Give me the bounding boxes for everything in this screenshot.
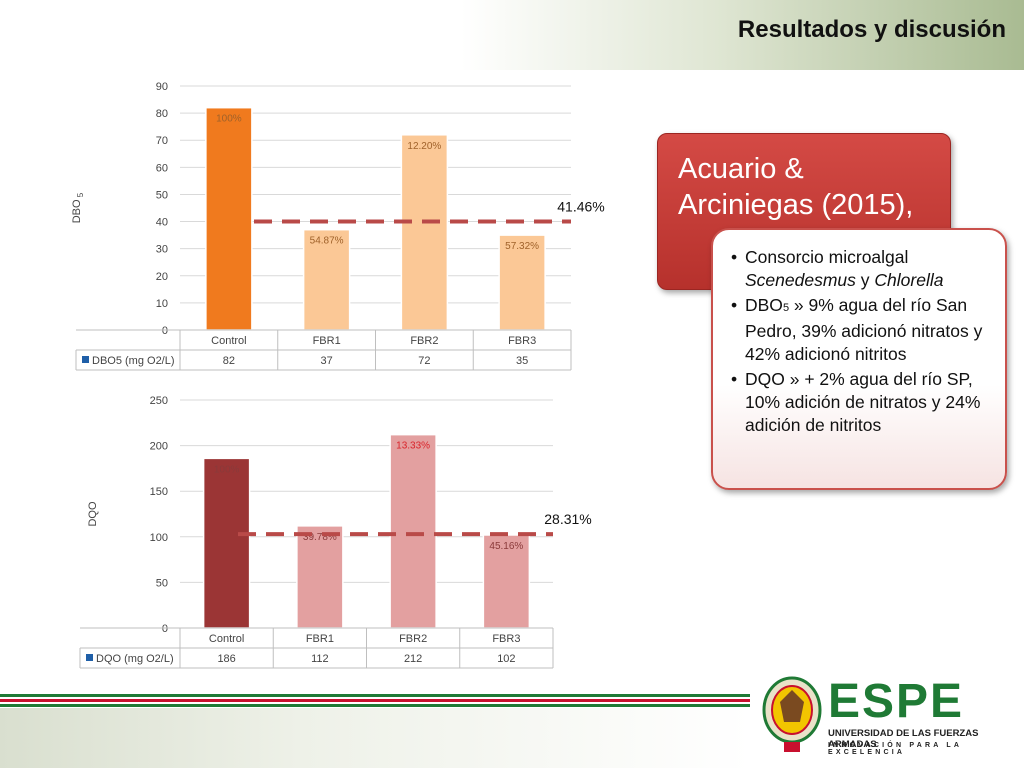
bullet-marker: • [731, 295, 738, 315]
y-tick-label: 250 [150, 395, 168, 407]
bullet-text: » 9% agua del río San Pedro, 39% adicion… [745, 295, 983, 364]
logo-tagline: INNOVACIÓN PARA LA EXCELENCIA [828, 742, 962, 756]
y-tick-label: 90 [156, 81, 168, 93]
bar [400, 134, 449, 331]
footer-band [0, 708, 750, 768]
bullet-text: DQO » + 2% agua del río SP, 10% adición … [745, 369, 981, 435]
y-axis-label: DBO 5 [71, 192, 85, 223]
bullet-dqo: • DQO » + 2% agua del río SP, 10% adició… [731, 368, 993, 437]
bar-label: 39.78% [303, 532, 337, 543]
category-label: Control [211, 335, 246, 347]
y-tick-label: 70 [156, 135, 168, 147]
bullet-marker: • [731, 369, 738, 389]
bullet-consortium: • Consorcio microalgal Scenedesmus y Chl… [731, 246, 993, 292]
bar [482, 534, 531, 629]
slide-title: Resultados y discusión [737, 16, 1006, 43]
callout-title: Acuario & Arciniegas (2015), [678, 151, 913, 223]
legend-label: DBO5 (mg O2/L) [92, 355, 175, 367]
category-label: FBR2 [410, 335, 438, 347]
bar-label: 54.87% [310, 236, 344, 247]
category-label: FBR3 [508, 335, 536, 347]
findings-box: • Consorcio microalgal Scenedesmus y Chl… [711, 228, 1007, 490]
university-crest-icon [762, 676, 822, 752]
bullet-dbo5: • DBO5 » 9% agua del río San Pedro, 39% … [731, 294, 993, 366]
callout-title-line2: Arciniegas (2015), [678, 189, 914, 221]
bullet-text: Consorcio microalgal [745, 247, 909, 267]
bar [389, 433, 437, 629]
y-tick-label: 0 [162, 623, 168, 635]
subscript: 5 [782, 302, 790, 314]
table-value: 35 [516, 355, 528, 367]
category-label: FBR3 [492, 633, 520, 645]
y-tick-label: 50 [156, 189, 168, 201]
legend-swatch [86, 654, 93, 661]
bar-label: 100% [216, 114, 242, 125]
legend-swatch [82, 356, 89, 363]
category-label: FBR2 [399, 633, 427, 645]
category-label: FBR1 [306, 633, 334, 645]
reference-line-label: 41.46% [557, 199, 604, 215]
bar-label: 100% [214, 464, 240, 475]
y-tick-label: 10 [156, 298, 168, 310]
y-tick-label: 80 [156, 108, 168, 120]
bar [302, 228, 351, 331]
bar [202, 457, 251, 629]
y-tick-label: 20 [156, 271, 168, 283]
table-value: 112 [311, 653, 329, 665]
bullet-text: y [855, 270, 875, 290]
espe-logo: ESPE UNIVERSIDAD DE LAS FUERZAS ARMADAS … [760, 672, 1020, 762]
legend-label: DQO (mg O2/L) [96, 653, 174, 665]
flag-stripes [0, 694, 750, 708]
logo-subtitle: UNIVERSIDAD DE LAS FUERZAS ARMADAS [828, 728, 979, 750]
y-tick-label: 0 [162, 325, 168, 337]
y-tick-label: 30 [156, 244, 168, 256]
table-value: 212 [404, 653, 422, 665]
table-value: 102 [497, 653, 515, 665]
bar [296, 525, 344, 629]
y-tick-label: 60 [156, 162, 168, 174]
species-name: Chlorella [874, 270, 944, 290]
bullet-text: DBO [745, 295, 783, 315]
category-label: FBR1 [313, 335, 341, 347]
category-label: Control [209, 633, 244, 645]
bar-label: 13.33% [396, 441, 430, 452]
y-axis-label: DQO [87, 501, 99, 527]
espe-wordmark: ESPE [828, 675, 965, 728]
table-value: 37 [321, 355, 333, 367]
y-tick-label: 40 [156, 217, 168, 229]
table-value: 72 [418, 355, 430, 367]
bar-label: 45.16% [489, 541, 523, 552]
bar-label: 57.32% [505, 241, 539, 252]
reference-line-label: 28.31% [544, 511, 591, 527]
callout-title-line1: Acuario & [678, 153, 804, 185]
table-value: 186 [217, 653, 235, 665]
species-name: Scenedesmus [745, 270, 856, 290]
bar [498, 234, 546, 331]
y-tick-label: 150 [150, 486, 168, 498]
y-tick-label: 50 [156, 577, 168, 589]
bullet-marker: • [731, 247, 738, 267]
table-value: 82 [223, 355, 235, 367]
y-tick-label: 200 [150, 441, 168, 453]
y-tick-label: 100 [150, 532, 168, 544]
bar-label: 12.20% [407, 141, 441, 152]
header-band [0, 0, 1024, 70]
bar [205, 106, 253, 331]
